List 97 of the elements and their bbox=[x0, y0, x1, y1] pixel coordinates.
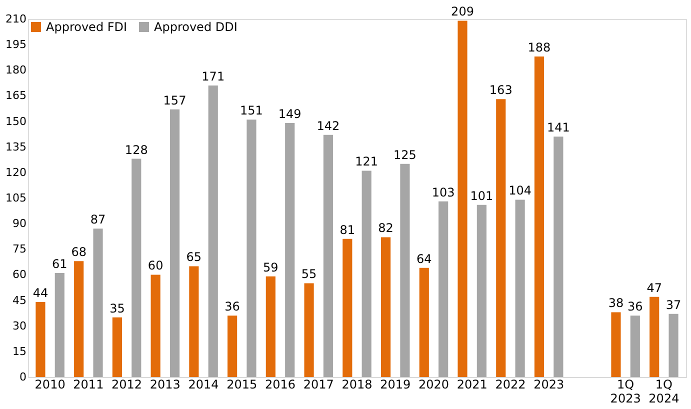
data-label: 36 bbox=[628, 300, 643, 314]
y-tick-label: 195 bbox=[6, 38, 26, 52]
bar bbox=[112, 317, 122, 377]
y-tick-label: 0 bbox=[20, 370, 26, 384]
x-tick-label: 2015 bbox=[226, 378, 258, 392]
bar bbox=[515, 200, 525, 377]
data-label: 37 bbox=[666, 298, 682, 312]
data-label: 188 bbox=[528, 40, 551, 55]
data-label: 59 bbox=[263, 260, 278, 274]
y-tick-label: 45 bbox=[12, 294, 26, 307]
x-tick-label: 2023 bbox=[534, 378, 564, 392]
x-tick-label: 2018 bbox=[342, 378, 372, 392]
bar bbox=[611, 312, 621, 377]
data-label: 35 bbox=[110, 301, 125, 316]
data-label: 101 bbox=[470, 188, 494, 203]
y-tick-label: 75 bbox=[12, 242, 26, 256]
legend-label: Approved FDI bbox=[46, 20, 128, 34]
data-label: 142 bbox=[316, 118, 340, 133]
y-tick-label: 30 bbox=[12, 319, 26, 332]
bar bbox=[458, 20, 468, 377]
bar bbox=[228, 316, 238, 377]
bar bbox=[208, 85, 218, 377]
x-tick-label: 2017 bbox=[303, 378, 334, 392]
data-label: 64 bbox=[416, 252, 432, 266]
data-label: 36 bbox=[224, 300, 240, 314]
data-label: 163 bbox=[489, 83, 512, 98]
data-label: 65 bbox=[186, 250, 202, 264]
x-tick-label: 2021 bbox=[456, 378, 488, 392]
x-tick-label: 2020 bbox=[418, 378, 450, 392]
bar bbox=[93, 228, 103, 377]
y-tick-label: 15 bbox=[12, 344, 26, 358]
y-tick-label: 165 bbox=[6, 89, 26, 102]
bar bbox=[74, 261, 84, 377]
y-tick-label: 120 bbox=[6, 166, 26, 179]
bar bbox=[362, 170, 372, 377]
bar bbox=[36, 302, 46, 377]
bar bbox=[323, 134, 334, 377]
bar bbox=[496, 99, 506, 377]
y-tick-label: 150 bbox=[6, 114, 26, 128]
data-label: 121 bbox=[355, 154, 378, 169]
data-label: 171 bbox=[202, 69, 225, 84]
bar bbox=[380, 237, 391, 377]
data-label: 151 bbox=[240, 104, 263, 118]
data-label: 128 bbox=[124, 142, 148, 157]
bar bbox=[285, 122, 295, 377]
bar bbox=[554, 136, 564, 377]
data-label: 38 bbox=[608, 296, 624, 310]
x-tick-label: 2013 bbox=[150, 378, 180, 392]
y-tick-label: 60 bbox=[12, 268, 26, 282]
bar bbox=[132, 158, 142, 377]
bar bbox=[630, 316, 640, 377]
bar bbox=[650, 296, 660, 377]
bar bbox=[534, 56, 544, 377]
data-label: 82 bbox=[378, 221, 394, 236]
data-label: 149 bbox=[278, 106, 302, 121]
x-tick-label: 2014 bbox=[188, 378, 219, 392]
bar bbox=[266, 276, 276, 377]
y-tick-label: 180 bbox=[6, 64, 26, 77]
bar bbox=[476, 204, 486, 377]
data-label: 81 bbox=[340, 222, 356, 237]
bar bbox=[668, 314, 678, 377]
y-tick-label: 105 bbox=[6, 192, 26, 204]
x-tick-label: 2012 bbox=[112, 378, 142, 392]
x-tick-label: 2011 bbox=[73, 378, 104, 392]
data-label: 103 bbox=[432, 185, 455, 200]
x-tick-label: 1Q 2023 bbox=[610, 378, 641, 406]
bar bbox=[189, 266, 199, 377]
data-label: 141 bbox=[546, 120, 570, 135]
x-tick-label: 2016 bbox=[264, 378, 296, 392]
data-label: 157 bbox=[163, 93, 186, 108]
x-tick-label: 2010 bbox=[34, 378, 66, 392]
bar bbox=[246, 120, 256, 377]
y-tick-label: 135 bbox=[6, 140, 26, 154]
bar bbox=[150, 274, 160, 377]
bar bbox=[170, 109, 180, 377]
bar bbox=[400, 164, 410, 377]
data-label: 47 bbox=[646, 280, 662, 295]
bar bbox=[342, 238, 352, 377]
y-tick-label: 210 bbox=[6, 12, 26, 26]
bar bbox=[438, 201, 448, 377]
bar bbox=[54, 273, 64, 377]
legend-label: Approved DDI bbox=[154, 20, 238, 34]
bar bbox=[419, 268, 429, 377]
data-label: 55 bbox=[301, 267, 317, 282]
data-label: 68 bbox=[71, 245, 86, 260]
bar bbox=[304, 283, 314, 377]
data-label: 125 bbox=[394, 148, 416, 162]
data-label: 61 bbox=[52, 257, 68, 272]
x-tick-label: 2022 bbox=[495, 378, 526, 392]
data-label: 44 bbox=[32, 286, 48, 300]
data-label: 87 bbox=[90, 212, 106, 227]
y-tick-label: 90 bbox=[12, 217, 26, 230]
data-label: 60 bbox=[148, 258, 164, 273]
x-tick-label: 2019 bbox=[380, 378, 411, 392]
data-label: 209 bbox=[451, 4, 474, 19]
data-label: 104 bbox=[508, 184, 532, 198]
x-tick-label: 1Q 2024 bbox=[648, 378, 680, 406]
